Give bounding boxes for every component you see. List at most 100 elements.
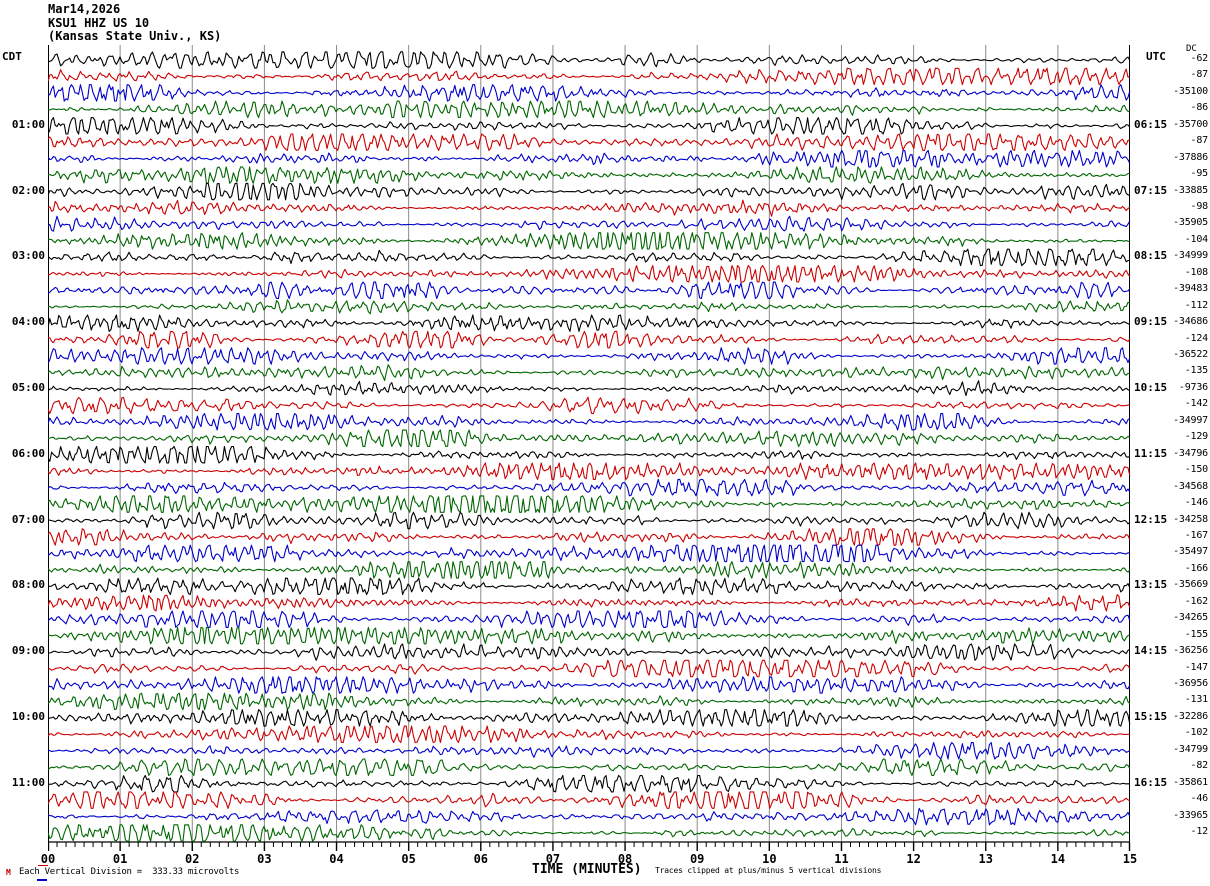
dc-offset-value: -33885 bbox=[1173, 184, 1208, 196]
x-tick-label: 01 bbox=[112, 852, 128, 866]
dc-offset-value: -87 bbox=[1190, 69, 1209, 81]
dc-offset-value: -142 bbox=[1184, 398, 1208, 410]
dc-offset-value: -37886 bbox=[1173, 151, 1208, 163]
seismo-trace bbox=[48, 232, 1130, 250]
dc-column-label: DC bbox=[1186, 44, 1197, 54]
dc-offset-value: -36522 bbox=[1173, 349, 1208, 361]
dc-offset-value: -86 bbox=[1190, 102, 1209, 114]
seismo-trace bbox=[48, 676, 1131, 694]
dc-offset-value: -34997 bbox=[1173, 414, 1208, 426]
dc-offset-value: -104 bbox=[1184, 233, 1208, 245]
left-time-label: 09:00 bbox=[11, 644, 45, 658]
seismo-trace bbox=[48, 807, 1131, 826]
left-timezone-label: CDT bbox=[2, 50, 22, 63]
right-time-label: 13:15 bbox=[1134, 578, 1168, 592]
seismo-trace bbox=[48, 380, 1131, 397]
seismo-trace bbox=[48, 774, 1130, 793]
seismo-trace bbox=[48, 429, 1131, 448]
seismo-trace bbox=[48, 445, 1131, 464]
right-time-label: 10:15 bbox=[1134, 380, 1168, 394]
dc-offset-value: -35861 bbox=[1173, 776, 1208, 788]
left-time-label: 07:00 bbox=[11, 512, 45, 526]
seismo-trace bbox=[48, 67, 1130, 86]
seismo-trace bbox=[48, 314, 1131, 332]
seismo-trace bbox=[48, 265, 1131, 283]
seismo-trace bbox=[48, 133, 1130, 151]
x-tick-label: 15 bbox=[1122, 852, 1138, 866]
left-time-label: 11:00 bbox=[11, 775, 45, 789]
station-location: (Kansas State Univ., KS) bbox=[48, 29, 222, 43]
dc-offset-value: -147 bbox=[1184, 661, 1208, 673]
seismo-trace bbox=[48, 594, 1131, 612]
dc-offset-value: -87 bbox=[1190, 135, 1209, 147]
dc-offset-value: -108 bbox=[1184, 266, 1208, 278]
x-axis-title: TIME (MINUTES) bbox=[532, 862, 642, 877]
dc-offset-value: -150 bbox=[1184, 464, 1208, 476]
x-tick-label: 06 bbox=[473, 852, 489, 866]
right-time-label: 16:15 bbox=[1134, 775, 1168, 789]
left-time-label: 04:00 bbox=[11, 315, 45, 329]
right-time-label: 09:15 bbox=[1134, 315, 1168, 329]
left-time-label: 05:00 bbox=[11, 380, 45, 394]
dc-offset-value: -102 bbox=[1184, 727, 1208, 739]
dc-offset-value: -146 bbox=[1184, 497, 1208, 509]
dc-offset-value: -35100 bbox=[1173, 85, 1208, 97]
seismo-trace bbox=[48, 413, 1131, 431]
dc-offset-value: -35700 bbox=[1173, 118, 1208, 130]
seismo-trace bbox=[48, 149, 1131, 168]
seismo-trace bbox=[48, 84, 1131, 102]
seismo-trace bbox=[48, 330, 1131, 349]
right-time-label: 07:15 bbox=[1134, 183, 1168, 197]
seismo-trace bbox=[48, 692, 1131, 711]
left-time-label: 02:00 bbox=[11, 183, 45, 197]
x-tick-label: 12 bbox=[906, 852, 921, 866]
left-time-label: 06:00 bbox=[11, 446, 45, 460]
x-tick-label: 13 bbox=[978, 852, 993, 866]
left-time-label: 01:00 bbox=[11, 117, 45, 131]
x-tick-label: 02 bbox=[185, 852, 200, 866]
seismo-trace bbox=[48, 791, 1131, 809]
seismo-trace bbox=[48, 478, 1131, 497]
seismo-trace bbox=[48, 561, 1131, 579]
dc-offset-value: -131 bbox=[1184, 694, 1208, 706]
seismo-trace bbox=[48, 248, 1130, 267]
right-time-label: 11:15 bbox=[1134, 446, 1168, 460]
dc-offset-value: -82 bbox=[1190, 760, 1209, 772]
dc-offset-value: -166 bbox=[1184, 562, 1208, 574]
seismo-trace bbox=[48, 528, 1131, 546]
footer-red-mark: M bbox=[6, 868, 11, 877]
left-time-label: 10:00 bbox=[11, 709, 45, 723]
seismo-trace bbox=[48, 659, 1131, 678]
seismogram-plot bbox=[48, 45, 1131, 851]
seismo-trace bbox=[48, 742, 1130, 760]
dc-offset-value: -35905 bbox=[1173, 217, 1208, 229]
dc-offset-value: -12 bbox=[1190, 826, 1209, 837]
x-tick-label: 09 bbox=[689, 852, 705, 866]
dc-offset-value: -129 bbox=[1184, 431, 1208, 443]
dc-offset-value: -34799 bbox=[1173, 743, 1208, 755]
seismo-trace bbox=[48, 643, 1131, 661]
dc-offset-value: -36956 bbox=[1173, 677, 1208, 689]
right-time-label: 08:15 bbox=[1134, 249, 1168, 263]
left-time-label: 03:00 bbox=[11, 249, 45, 263]
red-overline-artifact bbox=[38, 865, 48, 866]
dc-offset-value: -98 bbox=[1190, 201, 1209, 213]
x-tick-label: 08 bbox=[617, 852, 633, 866]
seismo-trace bbox=[48, 100, 1130, 119]
x-tick-label: 04 bbox=[329, 852, 344, 866]
right-timezone-label: UTC bbox=[1146, 50, 1166, 63]
seismo-trace bbox=[48, 364, 1130, 382]
vertical-scale-note: Each Vertical Division = 333.33 microvol… bbox=[19, 867, 240, 877]
dc-offset-value: -135 bbox=[1184, 365, 1208, 377]
x-tick-label: 11 bbox=[834, 852, 849, 866]
right-time-label: 12:15 bbox=[1134, 512, 1168, 526]
dc-offset-value: -34265 bbox=[1173, 612, 1208, 624]
dc-offset-value: -36256 bbox=[1173, 645, 1208, 657]
blue-underline-artifact bbox=[37, 879, 47, 881]
seismo-trace bbox=[48, 215, 1131, 232]
seismo-trace bbox=[48, 511, 1131, 530]
dc-offset-value: -112 bbox=[1184, 299, 1208, 311]
dc-offset-value: -34568 bbox=[1173, 480, 1208, 492]
dc-offset-value: -33965 bbox=[1173, 809, 1208, 821]
right-time-label: 06:15 bbox=[1134, 117, 1168, 131]
